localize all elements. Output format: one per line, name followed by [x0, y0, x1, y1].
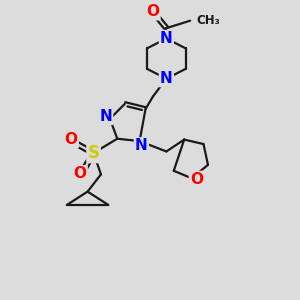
- Text: O: O: [146, 4, 160, 19]
- Text: CH₃: CH₃: [197, 14, 220, 27]
- Text: N: N: [160, 71, 173, 86]
- Text: N: N: [99, 109, 112, 124]
- Text: N: N: [160, 31, 173, 46]
- Text: S: S: [88, 144, 100, 162]
- Text: O: O: [65, 132, 78, 147]
- Text: O: O: [74, 166, 87, 181]
- Text: O: O: [190, 172, 203, 187]
- Text: N: N: [135, 138, 148, 153]
